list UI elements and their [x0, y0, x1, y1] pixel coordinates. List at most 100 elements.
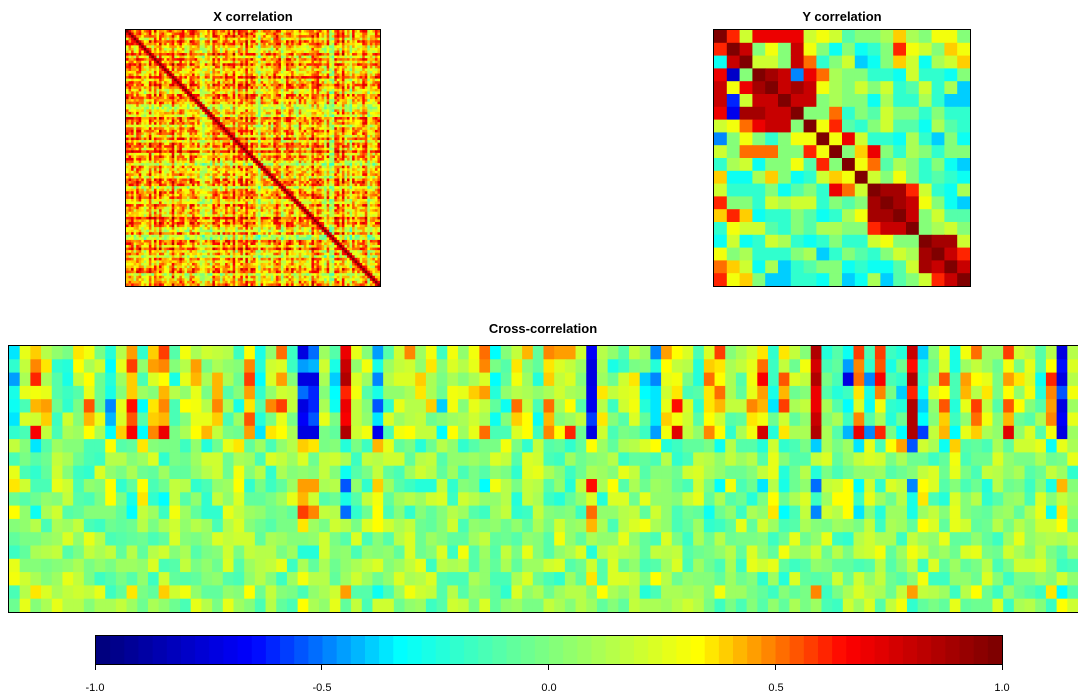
- x-correlation-cell: [222, 124, 226, 128]
- x-correlation-cell: [197, 111, 201, 116]
- x-correlation-cell: [148, 81, 152, 85]
- x-correlation-cell: [313, 30, 318, 34]
- x-correlation-cell: [341, 91, 346, 95]
- x-correlation-cell: [179, 94, 183, 98]
- x-correlation-cell: [212, 60, 216, 64]
- x-correlation-cell: [133, 150, 137, 154]
- x-correlation-cell: [364, 152, 368, 157]
- x-correlation-cell: [230, 86, 234, 90]
- x-correlation-cell: [209, 58, 213, 62]
- x-correlation-cell: [359, 150, 363, 154]
- x-correlation-cell: [286, 152, 290, 157]
- x-correlation-cell: [268, 140, 272, 144]
- x-correlation-cell: [344, 111, 348, 116]
- x-correlation-cell: [260, 140, 264, 144]
- x-correlation-cell: [253, 50, 257, 54]
- x-correlation-cell: [242, 86, 246, 90]
- x-correlation-cell: [176, 76, 180, 80]
- x-correlation-cell: [258, 32, 262, 36]
- x-correlation-cell: [133, 122, 137, 126]
- x-correlation-cell: [161, 111, 165, 116]
- x-correlation-cell: [192, 147, 196, 151]
- x-correlation-cell: [174, 78, 178, 82]
- x-correlation-cell: [204, 88, 208, 93]
- x-correlation-cell: [192, 76, 196, 80]
- x-correlation-cell: [128, 50, 132, 54]
- x-correlation-cell: [316, 91, 320, 95]
- x-correlation-cell: [255, 40, 259, 44]
- x-correlation-cell: [128, 94, 132, 98]
- x-correlation-cell: [181, 109, 186, 113]
- x-correlation-cell: [176, 81, 180, 85]
- x-correlation-cell: [235, 152, 239, 157]
- x-correlation-cell: [253, 96, 257, 100]
- x-correlation-cell: [286, 134, 290, 139]
- x-correlation-cell: [372, 30, 376, 34]
- x-correlation-cell: [192, 58, 196, 62]
- x-correlation-cell: [306, 101, 310, 105]
- x-correlation-cell: [313, 99, 318, 103]
- x-correlation-cell: [181, 114, 186, 118]
- x-correlation-cell: [217, 150, 221, 154]
- x-correlation-cell: [143, 70, 147, 75]
- x-correlation-cell: [230, 91, 234, 95]
- x-correlation-cell: [184, 155, 188, 159]
- x-correlation-cell: [354, 73, 358, 77]
- x-correlation-cell: [146, 145, 150, 149]
- x-correlation-cell: [298, 42, 302, 46]
- x-correlation-cell: [293, 99, 297, 103]
- x-correlation-cell: [265, 101, 269, 105]
- x-correlation-cell: [286, 117, 290, 121]
- x-correlation-cell: [217, 132, 221, 136]
- x-correlation-cell: [354, 150, 358, 154]
- x-correlation-cell: [369, 117, 373, 121]
- x-correlation-cell: [258, 129, 262, 133]
- x-correlation-cell: [247, 60, 252, 64]
- x-correlation-cell: [316, 60, 320, 64]
- x-correlation-cell: [207, 104, 211, 108]
- x-correlation-cell: [199, 45, 203, 49]
- x-correlation-cell: [209, 91, 213, 95]
- x-correlation-cell: [240, 132, 244, 136]
- x-correlation-cell: [136, 145, 140, 149]
- x-correlation-cell: [346, 32, 351, 36]
- x-correlation-cell: [207, 88, 211, 93]
- x-correlation-cell: [308, 142, 313, 146]
- x-correlation-cell: [151, 65, 155, 69]
- x-correlation-cell: [126, 86, 130, 90]
- x-correlation-cell: [214, 99, 219, 103]
- x-correlation-cell: [324, 114, 328, 118]
- x-correlation-cell: [364, 114, 368, 118]
- x-correlation-cell: [336, 106, 340, 110]
- x-correlation-cell: [346, 76, 351, 80]
- x-correlation-cell: [367, 68, 371, 72]
- x-correlation-cell: [301, 63, 305, 67]
- x-correlation-cell: [133, 60, 137, 64]
- x-correlation-cell: [217, 68, 221, 72]
- x-correlation-cell: [128, 45, 132, 49]
- x-correlation-cell: [230, 145, 234, 149]
- x-correlation-cell: [313, 140, 318, 144]
- x-correlation-cell: [189, 55, 193, 59]
- x-correlation-cell: [138, 32, 142, 36]
- x-correlation-cell: [354, 40, 358, 44]
- x-correlation-cell: [357, 53, 361, 57]
- x-correlation-cell: [133, 147, 137, 151]
- x-correlation-cell: [197, 155, 201, 159]
- x-correlation-cell: [286, 99, 290, 103]
- x-correlation-cell: [331, 127, 335, 131]
- x-correlation-cell: [286, 119, 290, 123]
- x-correlation-cell: [219, 140, 224, 144]
- x-correlation-cell: [369, 76, 373, 80]
- x-correlation-cell: [372, 53, 376, 57]
- x-correlation-cell: [255, 124, 259, 128]
- x-correlation-cell: [227, 155, 231, 159]
- x-correlation-cell: [273, 50, 277, 54]
- x-correlation-cell: [372, 106, 376, 110]
- x-correlation-cell: [133, 47, 137, 52]
- x-correlation-cell: [298, 88, 302, 93]
- x-correlation-cell: [374, 101, 379, 105]
- x-correlation-cell: [329, 124, 333, 128]
- x-correlation-cell: [260, 132, 264, 136]
- x-correlation-cell: [176, 73, 180, 77]
